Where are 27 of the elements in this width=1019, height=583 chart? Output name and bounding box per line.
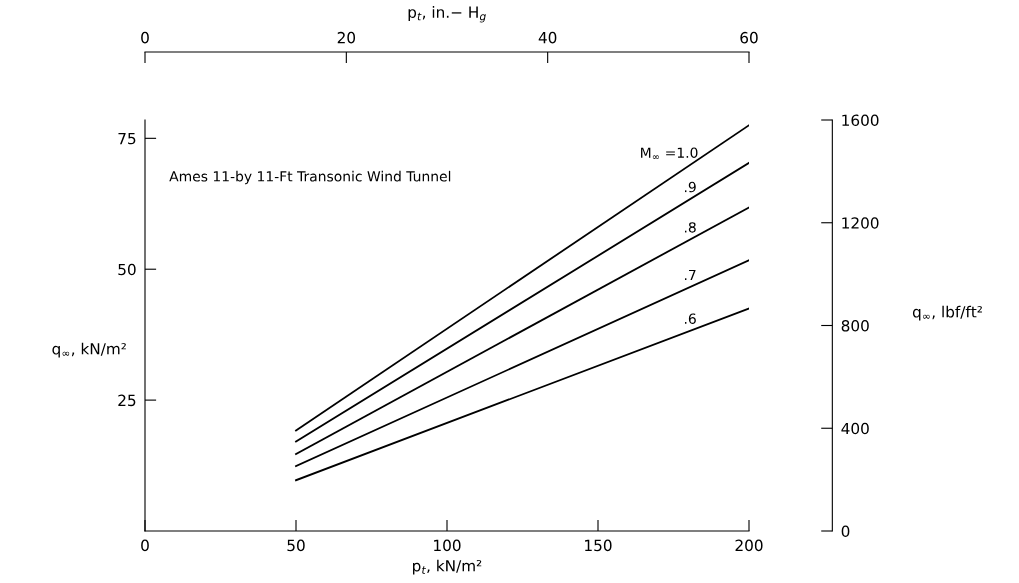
x-tick-label: 200 [735,539,763,552]
annotation: Ames 11-by 11-Ft Transonic Wind Tunnel [169,170,451,185]
series-label: .6 [684,313,696,324]
x2-tick-label: 0 [141,31,149,44]
series-label: .9 [684,181,696,193]
y-axis-title: q$_{∞}$, kN/m² [52,342,126,358]
x2-axis-title: p$_{t}$, in.− H$_{g}$ [408,6,486,23]
x-tick-label: 150 [585,539,612,552]
y2-tick-label: 800 [841,319,869,332]
x-tick-label: 0 [141,539,149,552]
y2-tick-label: 1200 [842,217,879,229]
x-tick-label: 100 [434,539,461,552]
x2-tick-label: 20 [337,31,356,44]
y2-tick-label: 400 [841,422,869,435]
series-label: M$_{∞}$ =1.0 [641,147,698,159]
x-tick-label: 50 [287,539,305,552]
y-tick-label: 75 [118,132,136,145]
x2-tick-label: 60 [740,31,758,44]
y2-tick-label: 0 [841,525,850,538]
y-tick-label: 50 [118,263,136,276]
y2-tick-label: 1600 [842,114,879,127]
y2-axis-title: q$_{∞}$, lbf/ft² [912,305,982,321]
x-axis-title: p$_{t}$, kN/m² [413,559,482,575]
series-label: .7 [684,269,696,281]
y-tick-label: 25 [118,394,136,407]
x2-tick-label: 40 [538,31,557,44]
series-label: .8 [684,222,696,233]
